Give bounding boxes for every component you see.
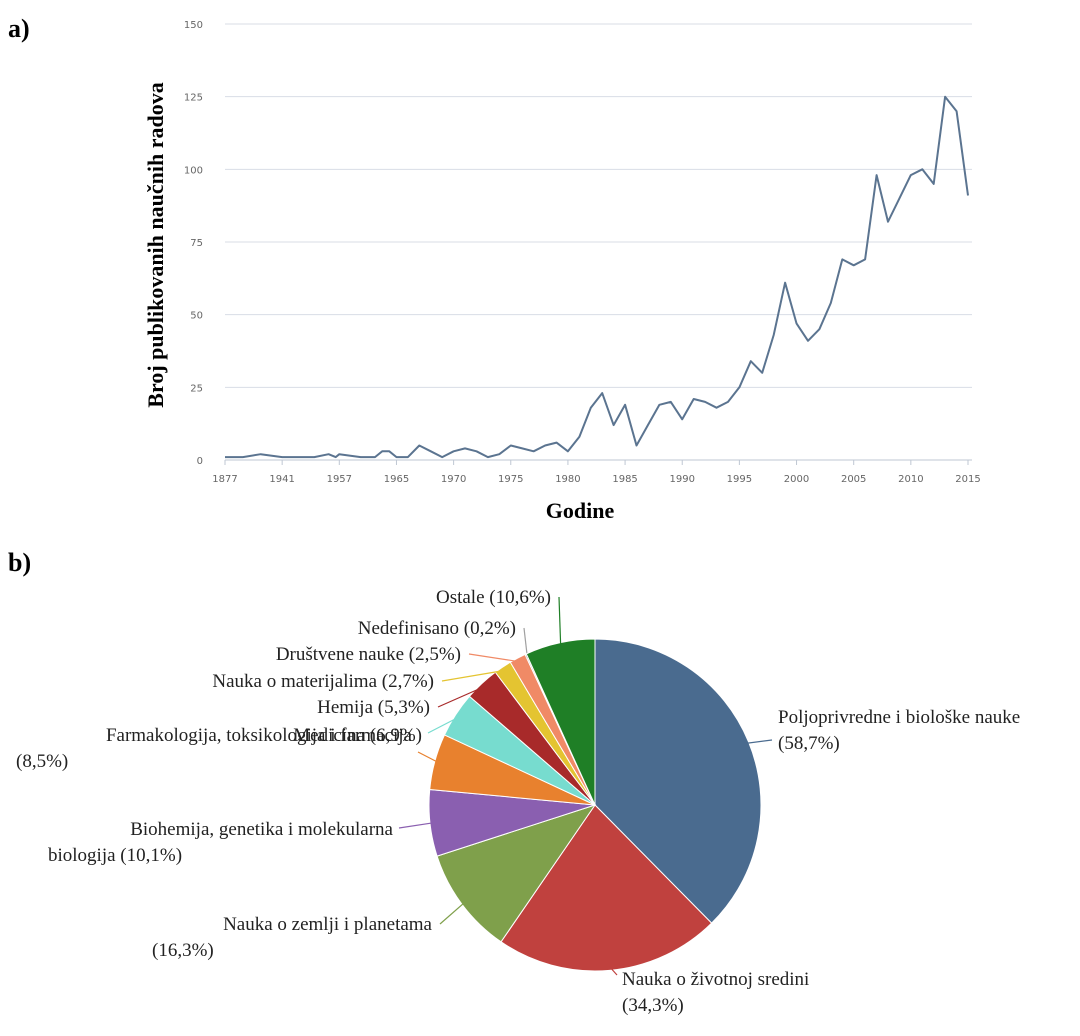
pie-label: Poljoprivredne i biološke nauke — [778, 707, 1020, 728]
pie-connector — [468, 653, 520, 663]
pie-label: Društvene nauke (2,5%) — [276, 644, 461, 665]
pie-label: Biohemija, genetika i molekularna — [130, 819, 393, 840]
pie-label: Nauka o materijalima (2,7%) — [212, 671, 434, 692]
pie-label: Medicina (6,9%) — [293, 725, 422, 746]
pie-connector — [744, 739, 773, 745]
pie-label: Nauka o životnoj sredini — [622, 969, 809, 990]
y-tick-label: 0 — [197, 456, 203, 467]
pie-connector — [427, 716, 460, 734]
panel-b-label: b) — [8, 548, 32, 577]
pie-connector — [441, 669, 505, 682]
pie-connector — [398, 822, 435, 829]
x-tick-label: 1990 — [670, 474, 695, 485]
x-tick-label: 1995 — [727, 474, 752, 485]
pie-slice — [594, 638, 762, 924]
y-tick-label: 125 — [184, 93, 203, 104]
x-tick-label: 1980 — [555, 474, 580, 485]
y-tick-label: 150 — [184, 20, 203, 31]
y-tick-label: 25 — [190, 383, 203, 394]
x-tick-label: 1965 — [384, 474, 409, 485]
x-tick-label: 2010 — [898, 474, 923, 485]
pie-label: Nedefinisano (0,2%) — [358, 618, 516, 639]
x-tick-label: 1975 — [498, 474, 523, 485]
pie-connector — [523, 627, 528, 658]
pie-pct-label: (8,5%) — [16, 751, 68, 772]
pie-label: Nauka o zemlji i planetama — [223, 914, 432, 935]
y-tick-label: 100 — [184, 165, 203, 176]
x-tick-label: 1941 — [269, 474, 294, 485]
series-line — [225, 95, 969, 459]
pie-pct-label: (58,7%) — [778, 733, 840, 754]
x-tick-label: 1957 — [327, 474, 352, 485]
x-axis-title: Godine — [546, 498, 615, 523]
pie-connector — [417, 751, 439, 764]
pie-connector — [558, 596, 562, 647]
pie-slice — [500, 804, 713, 972]
line-chart: Godine Broj publikovanih naučnih radova … — [143, 20, 981, 523]
pie-connector — [608, 965, 618, 976]
pie-connector — [439, 901, 466, 925]
pie-slice — [525, 638, 596, 806]
panel-a-label: a) — [8, 14, 30, 43]
pie-connector — [437, 685, 485, 708]
x-tick-label: 2000 — [784, 474, 809, 485]
x-tick-label: 2005 — [841, 474, 866, 485]
y-tick-label: 50 — [190, 311, 203, 322]
x-tick-label: 2015 — [955, 474, 980, 485]
pie-chart: Poljoprivredne i biološke nauke (58,7%) Na… — [16, 587, 1020, 1016]
pie-label: Farmakologija, toksikologija i farmacija — [106, 725, 413, 746]
pie-pct-label: (34,3%) — [622, 995, 684, 1016]
y-tick-label: 75 — [190, 238, 203, 249]
x-tick-label: 1970 — [441, 474, 466, 485]
y-axis-title: Broj publikovanih naučnih radova — [143, 82, 168, 407]
x-tick-label: 1877 — [212, 474, 237, 485]
x-tick-label: 1985 — [612, 474, 637, 485]
pie-label: Ostale (10,6%) — [436, 587, 551, 608]
pie-label-line2: biologija (10,1%) — [48, 845, 182, 866]
pie-label: Hemija (5,3%) — [317, 697, 430, 718]
pie-pct-label: (16,3%) — [152, 940, 214, 961]
